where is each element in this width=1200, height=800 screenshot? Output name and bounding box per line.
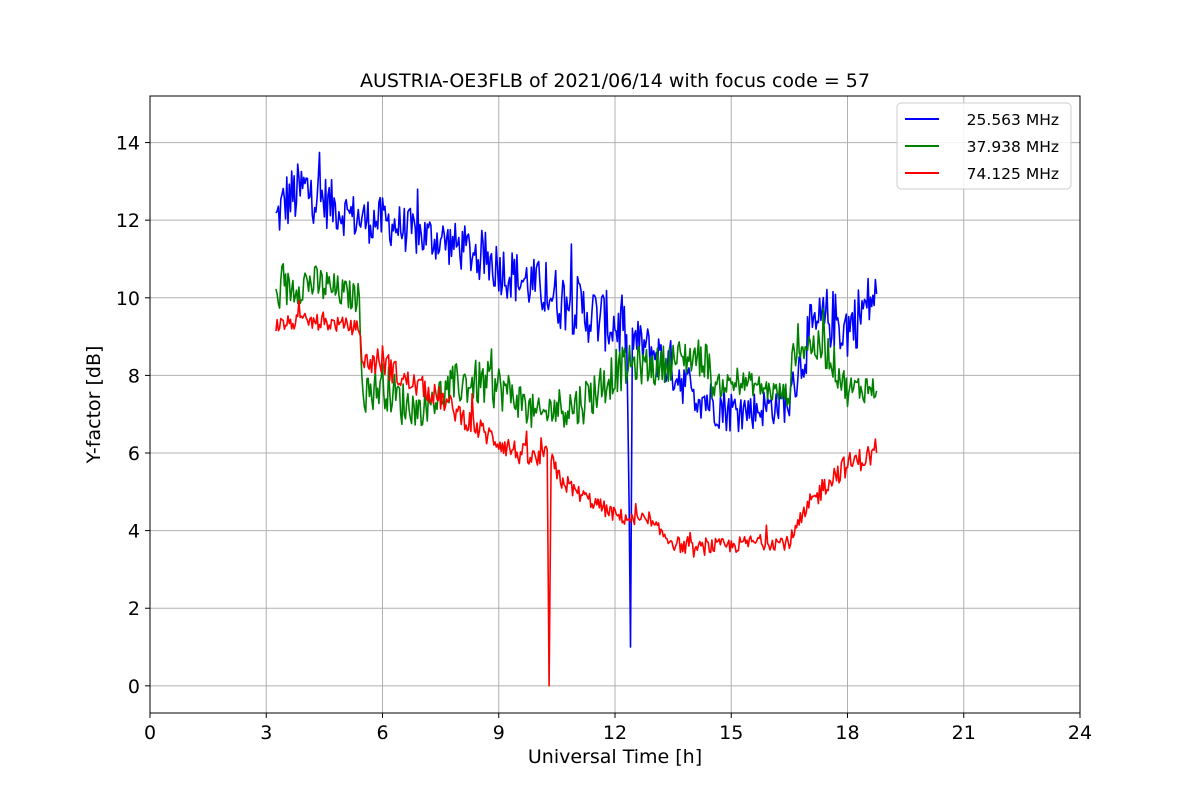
- legend-label: 74.125 MHz: [967, 165, 1059, 183]
- legend-label: 37.938 MHz: [967, 138, 1059, 156]
- y-tick-label: 0: [128, 676, 140, 698]
- y-tick-label: 8: [128, 365, 140, 387]
- x-axis: 0 3 6 9 12 15 18 21 24: [144, 713, 1092, 744]
- x-tick-label: 6: [376, 722, 388, 744]
- legend-frame: [896, 102, 1072, 190]
- x-tick-label: 15: [719, 722, 743, 744]
- x-tick-label: 12: [603, 722, 627, 744]
- y-tick-label: 10: [116, 288, 140, 310]
- legend-label: 25.563 MHz: [967, 111, 1059, 129]
- y-tick-label: 6: [128, 443, 140, 465]
- x-tick-label: 3: [260, 722, 272, 744]
- y-axis-label: Y-factor [dB]: [83, 346, 105, 465]
- x-tick-label: 9: [493, 722, 505, 744]
- y-tick-label: 12: [116, 210, 140, 232]
- x-tick-label: 21: [952, 722, 976, 744]
- y-tick-label: 14: [116, 133, 140, 155]
- chart-title: AUSTRIA-OE3FLB of 2021/06/14 with focus …: [360, 70, 870, 92]
- x-axis-label: Universal Time [h]: [528, 746, 702, 768]
- x-tick-label: 0: [144, 722, 156, 744]
- series-line-2: [275, 263, 878, 428]
- x-tick-label: 18: [835, 722, 859, 744]
- series-line-1: [275, 151, 878, 648]
- series-layer: [275, 151, 878, 687]
- series-line-3: [275, 299, 878, 687]
- legend: 25.563 MHz 37.938 MHz 74.125 MHz: [896, 102, 1072, 190]
- y-tick-label: 4: [128, 521, 140, 543]
- y-axis: 0 2 4 6 8 10 12 14: [116, 133, 150, 698]
- y-tick-label: 2: [128, 598, 140, 620]
- x-tick-label: 24: [1068, 722, 1092, 744]
